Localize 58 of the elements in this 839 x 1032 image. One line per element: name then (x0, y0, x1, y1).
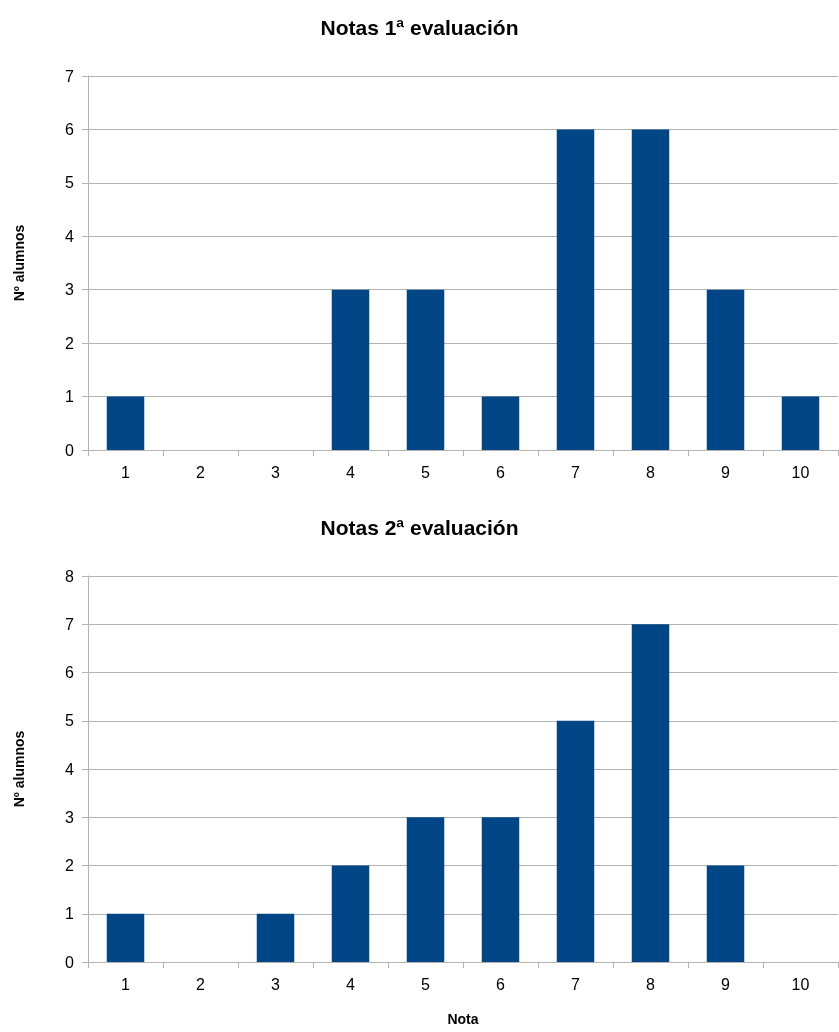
x-tick-label: 10 (791, 463, 810, 481)
y-axis-title: Nº alumnos (11, 730, 27, 808)
bar (331, 289, 370, 450)
y-tick-label: 4 (65, 227, 75, 245)
y-tick-label: 8 (65, 567, 75, 585)
bar (631, 129, 670, 450)
bar (331, 865, 370, 962)
bar (106, 396, 145, 450)
y-axis-title: Nº alumnos (11, 224, 27, 302)
y-tick-label: 1 (65, 388, 75, 406)
y-tick-label: 6 (65, 664, 75, 681)
x-tick-label: 2 (196, 975, 206, 993)
bar (406, 817, 445, 962)
x-tick-label: 7 (571, 975, 581, 993)
y-tick-label: 3 (65, 281, 75, 299)
x-tick-label: 4 (346, 463, 356, 481)
x-tick-label: 7 (571, 463, 581, 481)
x-tick-label: 9 (721, 463, 731, 481)
y-tick-label: 7 (65, 615, 75, 633)
x-tick-label: 8 (646, 975, 656, 993)
y-tick-label: 0 (65, 953, 75, 971)
y-tick-label: 5 (65, 712, 75, 730)
y-tick-label: 1 (65, 905, 75, 923)
x-tick-label: 4 (346, 975, 356, 993)
y-tick-label: 0 (65, 441, 75, 459)
x-tick-label: 10 (791, 975, 810, 993)
y-tick-label: 2 (65, 334, 75, 352)
y-tick-label: 5 (65, 174, 75, 192)
x-tick-label: 1 (121, 975, 131, 993)
x-tick-label: 3 (271, 463, 281, 481)
bar (556, 720, 595, 962)
x-tick-label: 2 (196, 463, 206, 481)
x-tick-label: 8 (646, 463, 656, 481)
bar (631, 624, 670, 962)
x-tick-label: 6 (496, 975, 506, 993)
bar (556, 129, 595, 450)
bar (106, 913, 145, 962)
bar (481, 396, 520, 450)
bar (406, 289, 445, 450)
bar (706, 865, 745, 962)
y-tick-label: 2 (65, 857, 75, 874)
bar (781, 396, 820, 450)
x-tick-label: 6 (496, 463, 506, 481)
x-axis-title: Nota (447, 1011, 479, 1027)
y-tick-label: 3 (65, 808, 75, 826)
x-tick-label: 5 (421, 463, 431, 481)
chart-title: Notas 2ª evaluación (320, 516, 519, 539)
bar (256, 913, 295, 962)
bar (481, 817, 520, 962)
chart-title: Notas 1ª evaluación (320, 16, 519, 39)
x-tick-label: 3 (271, 975, 281, 993)
x-tick-label: 1 (121, 463, 131, 481)
x-tick-label: 9 (721, 975, 731, 993)
y-tick-label: 7 (65, 67, 75, 85)
y-tick-label: 6 (65, 120, 75, 138)
y-tick-label: 4 (65, 760, 75, 778)
x-tick-label: 5 (421, 975, 431, 993)
bar (706, 289, 745, 450)
